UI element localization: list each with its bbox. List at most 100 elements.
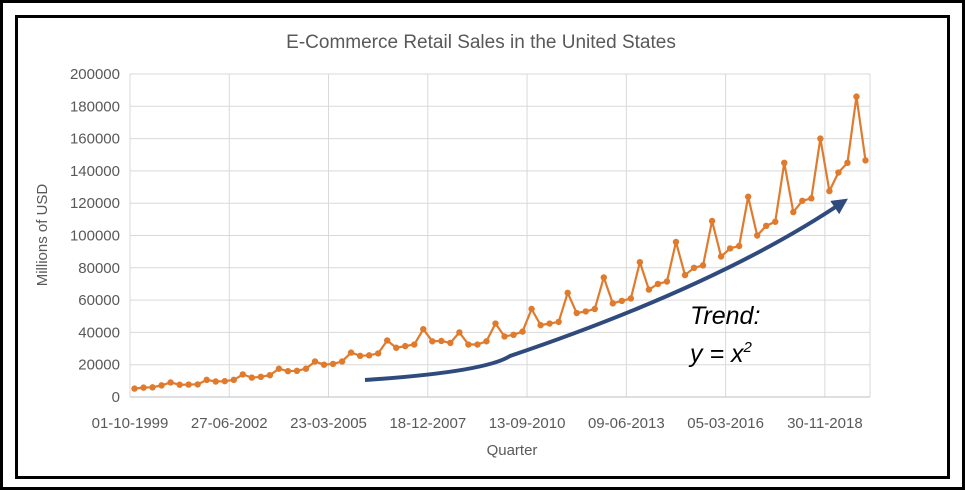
y-tick-label: 140000 xyxy=(70,163,120,180)
data-point xyxy=(600,274,607,281)
data-point xyxy=(609,300,617,307)
data-point xyxy=(230,376,237,384)
data-point xyxy=(176,381,183,388)
data-point xyxy=(257,373,265,381)
data-point xyxy=(582,308,589,315)
data-point xyxy=(320,361,328,368)
data-point xyxy=(772,218,779,225)
data-point xyxy=(221,377,228,385)
data-point xyxy=(239,371,247,378)
data-point xyxy=(185,381,192,388)
data-point xyxy=(726,245,734,252)
data-point xyxy=(383,337,391,344)
data-point xyxy=(790,208,797,216)
y-axis-ticks: 0 20000 40000 60000 80000 100000 120000 140000 1… xyxy=(70,66,120,406)
data-point xyxy=(519,328,526,335)
data-point xyxy=(447,339,454,347)
data-point xyxy=(717,253,725,260)
data-point xyxy=(275,365,283,372)
data-point xyxy=(808,195,815,202)
data-point xyxy=(510,331,517,339)
data-point xyxy=(690,264,698,271)
data-point xyxy=(293,367,301,375)
data-point xyxy=(835,169,842,176)
data-point xyxy=(826,187,833,195)
data-point xyxy=(411,341,418,348)
data-point xyxy=(735,242,743,250)
data-point xyxy=(429,338,436,345)
x-tick-label: 13-09-2010 xyxy=(489,415,566,432)
x-axis-ticks: 01-10-1999 27-06-2002 23-03-2005 18-12-2007… xyxy=(92,415,863,432)
data-point xyxy=(474,341,481,348)
data-point xyxy=(744,193,752,200)
data-point xyxy=(203,376,210,384)
x-tick-label: 23-03-2005 xyxy=(290,415,367,432)
y-tick-label: 180000 xyxy=(70,98,120,115)
y-tick-label: 20000 xyxy=(78,357,120,374)
data-point xyxy=(618,297,626,305)
data-point xyxy=(817,135,824,142)
data-point xyxy=(284,367,292,375)
data-point xyxy=(564,289,571,297)
data-point xyxy=(149,384,156,391)
data-point xyxy=(420,325,427,333)
x-tick-label: 30-11-2018 xyxy=(787,415,863,432)
data-point xyxy=(501,333,508,340)
data-point xyxy=(393,344,400,351)
y-tick-label: 80000 xyxy=(78,260,120,277)
data-point xyxy=(862,157,869,164)
x-tick-label: 09-06-2013 xyxy=(588,415,665,432)
data-point xyxy=(672,238,680,246)
data-point xyxy=(329,360,337,368)
data-point xyxy=(555,318,562,326)
data-point xyxy=(167,379,174,386)
trend-formula: y = x xyxy=(688,340,745,368)
x-tick-label: 05-03-2016 xyxy=(687,415,764,432)
chart-border xyxy=(15,15,950,479)
data-point xyxy=(347,349,355,356)
data-point xyxy=(663,278,671,285)
data-point xyxy=(302,365,310,372)
data-point xyxy=(781,159,788,167)
y-tick-label: 100000 xyxy=(70,228,120,245)
data-point xyxy=(699,262,707,269)
data-point xyxy=(627,295,635,302)
trend-annotation-line2: y = x2 xyxy=(688,339,753,368)
data-point xyxy=(573,309,580,317)
data-point xyxy=(158,382,165,389)
data-point xyxy=(311,358,319,365)
data-point xyxy=(266,371,274,379)
y-tick-label: 160000 xyxy=(70,131,120,148)
x-tick-label: 27-06-2002 xyxy=(191,415,268,432)
y-tick-label: 40000 xyxy=(78,324,120,341)
data-point xyxy=(853,93,860,100)
data-point xyxy=(844,159,851,167)
data-point xyxy=(681,271,689,279)
data-point xyxy=(708,217,716,225)
x-axis-label: Quarter xyxy=(487,442,538,459)
data-point xyxy=(212,378,219,385)
x-tick-label: 01-10-1999 xyxy=(92,415,169,432)
data-point xyxy=(356,352,364,360)
series-line xyxy=(134,95,867,390)
data-point xyxy=(140,384,147,391)
data-point xyxy=(537,321,544,329)
data-point xyxy=(799,197,806,204)
y-tick-label: 120000 xyxy=(70,195,120,212)
y-axis-label: Millions of USD xyxy=(34,184,51,287)
data-point xyxy=(546,320,553,327)
data-point xyxy=(131,385,138,392)
trend-arrow xyxy=(364,198,848,382)
data-point xyxy=(374,350,382,357)
data-point xyxy=(456,329,463,336)
y-tick-label: 0 xyxy=(112,389,120,406)
y-tick-label: 200000 xyxy=(70,66,120,83)
data-point xyxy=(338,358,346,365)
x-tick-label: 18-12-2007 xyxy=(389,415,466,432)
trend-annotation-line1: Trend: xyxy=(690,302,760,330)
chart-title: E-Commerce Retail Sales in the United St… xyxy=(286,32,676,53)
sales-series xyxy=(131,93,869,392)
data-point xyxy=(365,352,373,359)
gridlines xyxy=(129,73,871,398)
